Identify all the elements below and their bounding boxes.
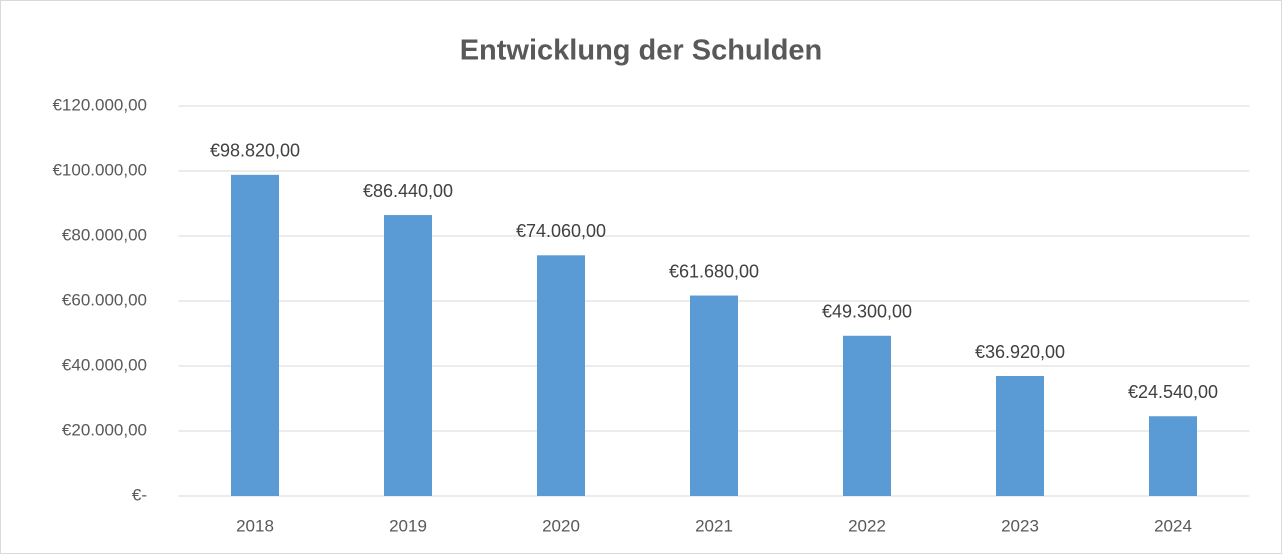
data-label: €98.820,00 [210,141,300,161]
bar [690,295,738,496]
y-tick-label: €- [132,485,147,504]
bar [996,376,1044,496]
bar [1149,416,1197,496]
y-tick-label: €20.000,00 [62,420,147,439]
bar [384,215,432,496]
data-label: €24.540,00 [1128,382,1218,402]
chart-title: Entwicklung der Schulden [460,35,823,67]
x-tick-label: 2019 [389,516,427,535]
data-label: €36.920,00 [975,342,1065,362]
bar [537,255,585,496]
bar [843,335,891,496]
y-tick-label: €100.000,00 [52,160,147,179]
bar [231,174,279,496]
x-tick-label: 2020 [542,516,580,535]
data-label: €61.680,00 [669,261,759,281]
x-tick-label: 2024 [1154,516,1192,535]
x-tick-label: 2021 [695,516,733,535]
y-tick-label: €60.000,00 [62,290,147,309]
y-tick-label: €80.000,00 [62,225,147,244]
data-label: €49.300,00 [822,302,912,322]
data-label: €74.060,00 [516,221,606,241]
data-label: €86.440,00 [363,181,453,201]
x-tick-label: 2018 [236,516,274,535]
y-tick-label: €120.000,00 [52,95,147,114]
y-tick-label: €40.000,00 [62,355,147,374]
x-tick-label: 2022 [848,516,886,535]
x-tick-label: 2023 [1001,516,1039,535]
